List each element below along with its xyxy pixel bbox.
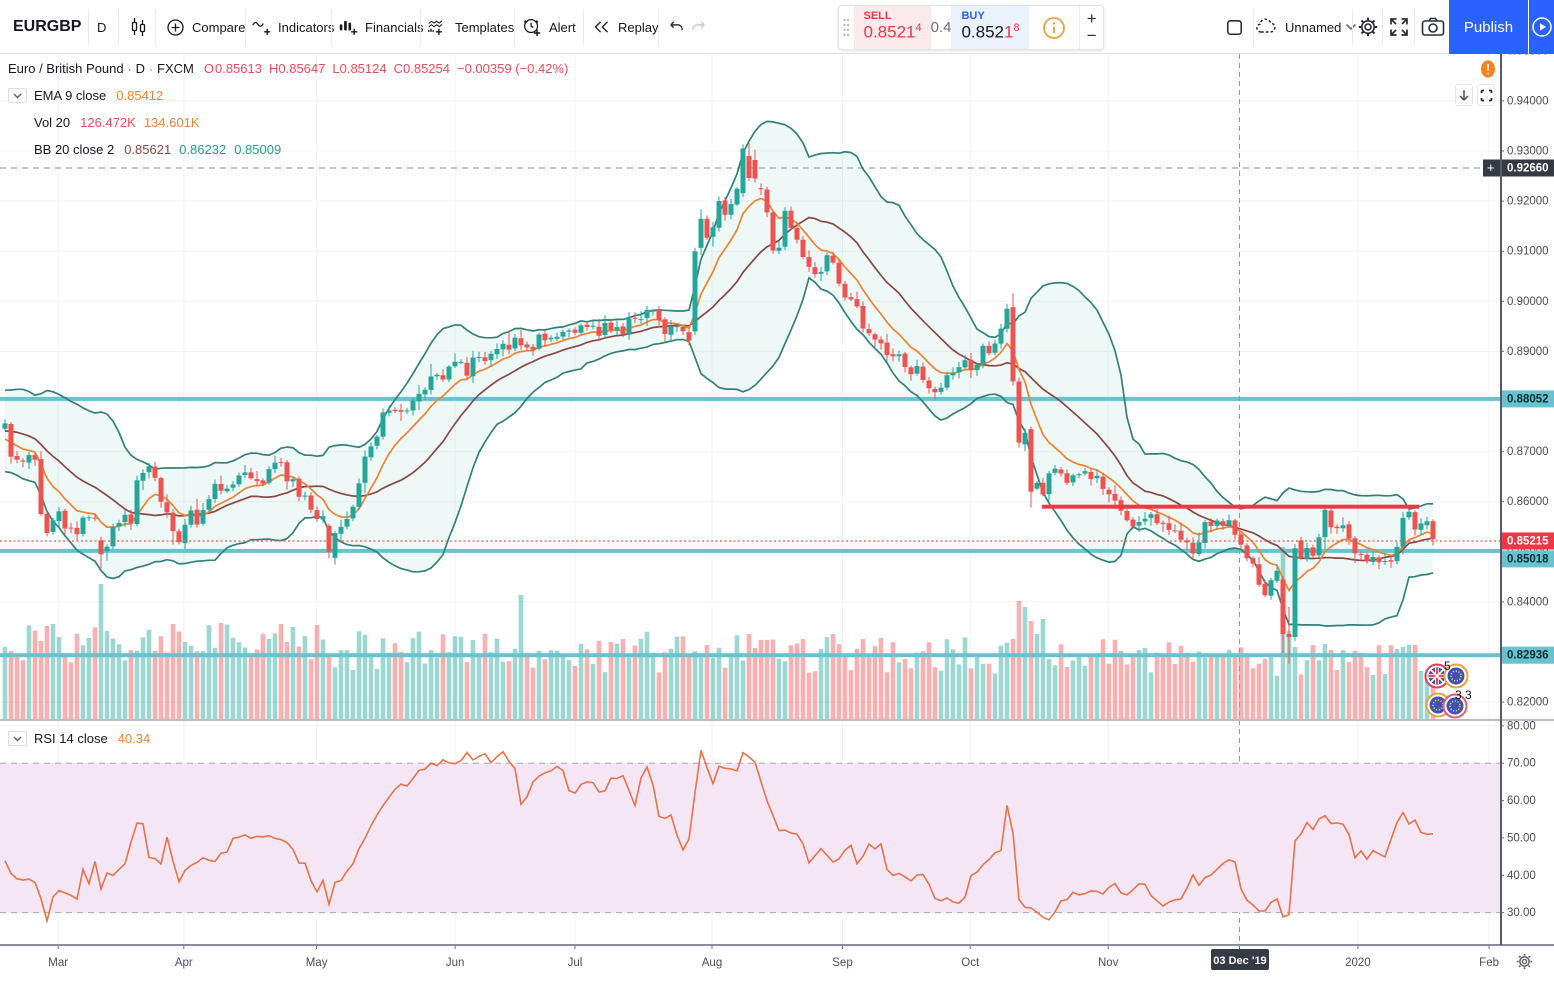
svg-text:Apr: Apr [175,957,193,969]
svg-text:60.00: 60.00 [1507,795,1536,807]
svg-text:Jun: Jun [446,957,465,969]
svg-text:Jul: Jul [568,957,583,969]
svg-text:0.85018: 0.85018 [1507,553,1549,565]
svg-text:0.84000: 0.84000 [1507,596,1549,608]
svg-text:0.89000: 0.89000 [1507,346,1549,358]
svg-text:03 Dec '19: 03 Dec '19 [1213,955,1266,967]
svg-text:Feb: Feb [1479,957,1499,969]
svg-text:2020: 2020 [1345,957,1371,969]
svg-text:0.92660: 0.92660 [1507,163,1549,175]
svg-text:3 3: 3 3 [1455,688,1472,702]
svg-text:0.91000: 0.91000 [1507,246,1549,258]
svg-text:Nov: Nov [1098,957,1119,969]
svg-text:0.93000: 0.93000 [1507,146,1549,158]
svg-text:Oct: Oct [961,957,980,969]
svg-text:30.00: 30.00 [1507,907,1536,919]
svg-text:Sep: Sep [832,957,852,969]
svg-text:0.82936: 0.82936 [1507,650,1549,662]
svg-text:May: May [306,957,328,969]
svg-text:0.92000: 0.92000 [1507,196,1549,208]
svg-text:40.00: 40.00 [1507,870,1536,882]
svg-text:Aug: Aug [702,957,722,969]
svg-text:0.90000: 0.90000 [1507,296,1549,308]
svg-text:0.94000: 0.94000 [1507,95,1549,107]
svg-text:70.00: 70.00 [1507,758,1536,770]
svg-text:0.88052: 0.88052 [1507,393,1549,405]
svg-text:0.85215: 0.85215 [1507,536,1549,548]
svg-text:50.00: 50.00 [1507,832,1536,844]
svg-text:0.87000: 0.87000 [1507,446,1549,458]
svg-text:+: + [1487,160,1495,175]
svg-text:5: 5 [1444,659,1451,673]
svg-text:Mar: Mar [48,957,68,969]
svg-text:0.82000: 0.82000 [1507,697,1549,709]
svg-text:80.00: 80.00 [1507,720,1536,732]
svg-text:0.86000: 0.86000 [1507,496,1549,508]
